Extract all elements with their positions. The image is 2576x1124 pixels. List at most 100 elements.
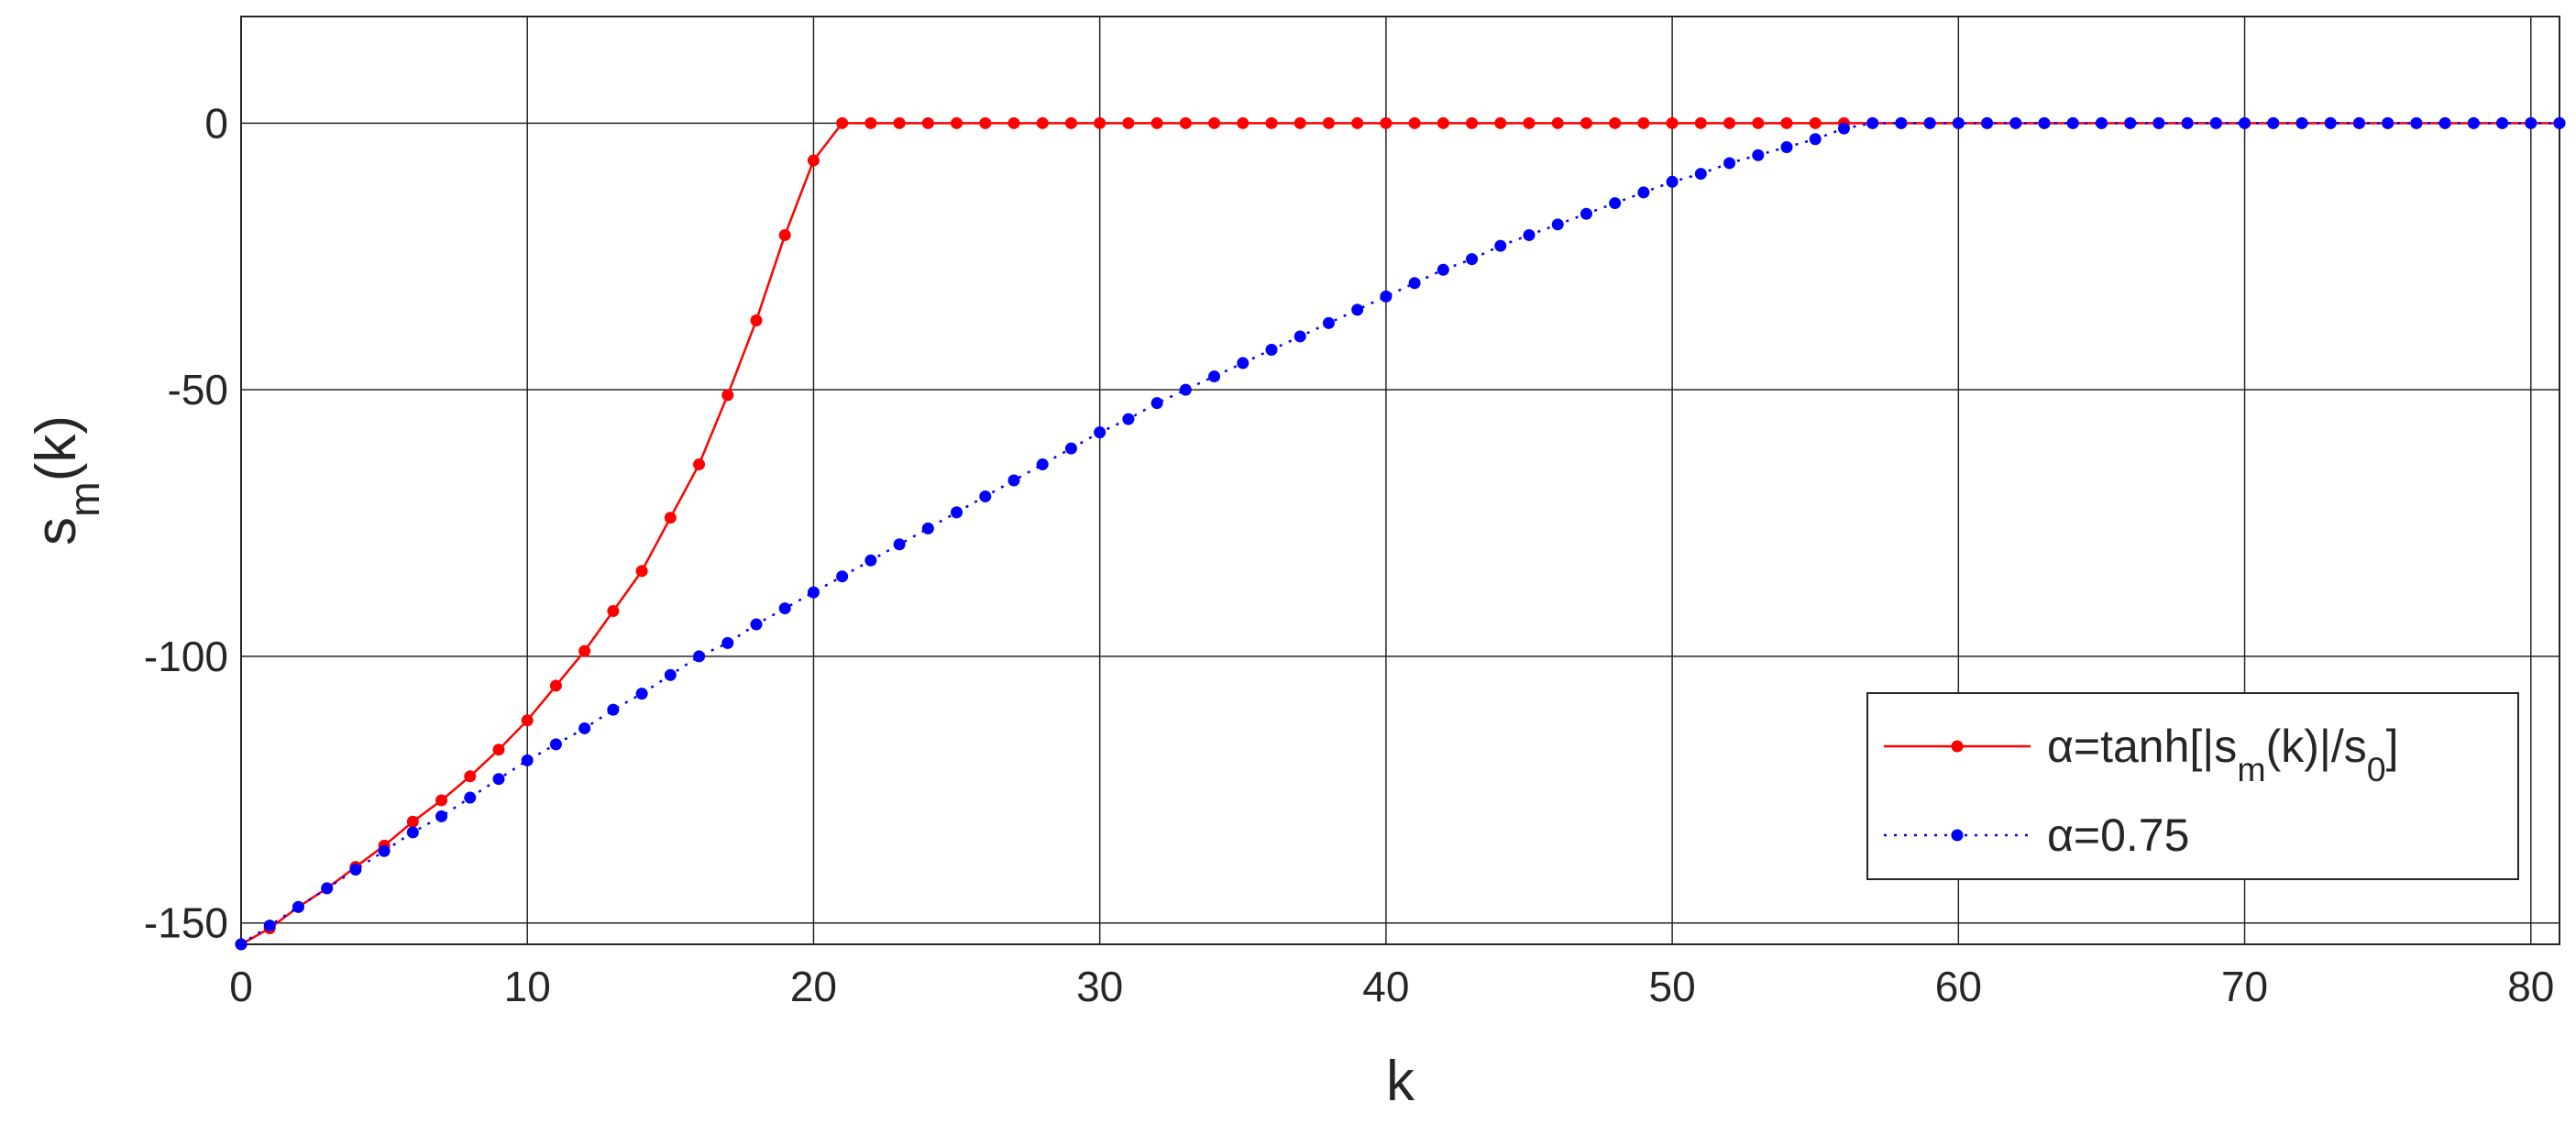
series-line — [240, 122, 2559, 946]
data-point — [1981, 116, 1994, 129]
data-point — [1064, 116, 1077, 129]
data-point — [1666, 175, 1679, 188]
data-point — [921, 116, 934, 129]
data-point — [1122, 116, 1135, 129]
data-point — [836, 570, 849, 583]
legend-marker — [1951, 740, 1964, 753]
data-point — [2324, 116, 2337, 129]
data-point — [1294, 116, 1306, 129]
data-point — [2095, 116, 2108, 129]
data-point — [464, 791, 477, 804]
data-point — [750, 314, 763, 327]
data-point — [1895, 116, 1908, 129]
data-point — [549, 679, 562, 692]
data-point — [607, 604, 620, 617]
data-point — [2352, 116, 2365, 129]
x-tick-label: 60 — [1935, 963, 1982, 1010]
data-point — [750, 618, 763, 631]
data-point — [1609, 116, 1622, 129]
data-point — [864, 116, 877, 129]
data-point — [2038, 116, 2051, 129]
data-point — [2239, 116, 2251, 129]
data-point — [1122, 413, 1135, 425]
data-point — [1580, 207, 1592, 220]
data-point — [406, 815, 419, 828]
data-point — [1637, 116, 1650, 129]
data-point — [778, 228, 791, 241]
data-point — [1637, 186, 1650, 199]
data-point — [378, 844, 391, 857]
data-point — [1723, 157, 1736, 170]
data-point — [607, 703, 620, 716]
data-point — [578, 645, 591, 657]
data-point — [578, 722, 591, 734]
data-point — [1351, 116, 1364, 129]
data-point — [721, 636, 734, 649]
data-point — [893, 116, 906, 129]
data-point — [1179, 116, 1192, 129]
data-point — [1408, 277, 1421, 290]
data-point — [2553, 116, 2566, 129]
data-point — [2525, 116, 2537, 129]
data-point — [664, 512, 677, 524]
data-point — [1322, 316, 1335, 329]
data-point — [1694, 116, 1707, 129]
data-point — [1351, 303, 1364, 316]
data-point — [1094, 116, 1106, 129]
x-tick-label: 20 — [790, 963, 837, 1010]
data-point — [1208, 370, 1221, 383]
data-point — [1551, 116, 1564, 129]
data-point — [721, 389, 734, 402]
data-point — [1179, 383, 1192, 396]
data-point — [2066, 116, 2079, 129]
data-point — [1723, 116, 1736, 129]
data-point — [1780, 140, 1793, 153]
data-point — [1752, 149, 1765, 161]
data-point — [1837, 122, 1850, 135]
data-point — [1494, 239, 1507, 252]
y-tick-label: -100 — [144, 633, 228, 680]
x-tick-label: 70 — [2221, 963, 2268, 1010]
data-point — [1094, 426, 1106, 439]
data-point — [1322, 116, 1335, 129]
data-point — [435, 794, 448, 807]
data-point — [263, 920, 276, 932]
x-tick-label: 0 — [229, 963, 253, 1010]
data-point — [2152, 116, 2165, 129]
data-point — [2496, 116, 2509, 129]
data-point — [1150, 397, 1163, 410]
data-point — [778, 602, 791, 615]
data-point — [1694, 168, 1707, 181]
data-point — [2124, 116, 2137, 129]
data-point — [1237, 357, 1249, 369]
data-point — [1036, 458, 1049, 471]
data-point — [693, 458, 706, 471]
data-point — [492, 744, 505, 756]
data-point — [979, 116, 992, 129]
data-point — [235, 938, 248, 951]
plot-frame — [240, 16, 2560, 945]
data-point — [635, 565, 648, 578]
data-point — [1523, 116, 1536, 129]
data-point — [1466, 116, 1479, 129]
data-point — [2410, 116, 2423, 129]
data-point — [1036, 116, 1049, 129]
y-tick-label: 0 — [204, 99, 228, 147]
data-point — [1809, 133, 1822, 146]
data-point — [836, 116, 849, 129]
data-point — [807, 154, 820, 167]
x-tick-label: 80 — [2507, 963, 2554, 1010]
data-point — [893, 538, 906, 551]
data-point — [1809, 116, 1822, 129]
series-line — [240, 122, 2559, 946]
data-point — [635, 688, 648, 700]
data-point — [1952, 116, 1965, 129]
data-point — [1380, 116, 1393, 129]
data-point — [1294, 330, 1306, 343]
data-point — [864, 554, 877, 567]
data-point — [2181, 116, 2194, 129]
data-point — [921, 522, 934, 534]
data-point — [1380, 290, 1393, 303]
